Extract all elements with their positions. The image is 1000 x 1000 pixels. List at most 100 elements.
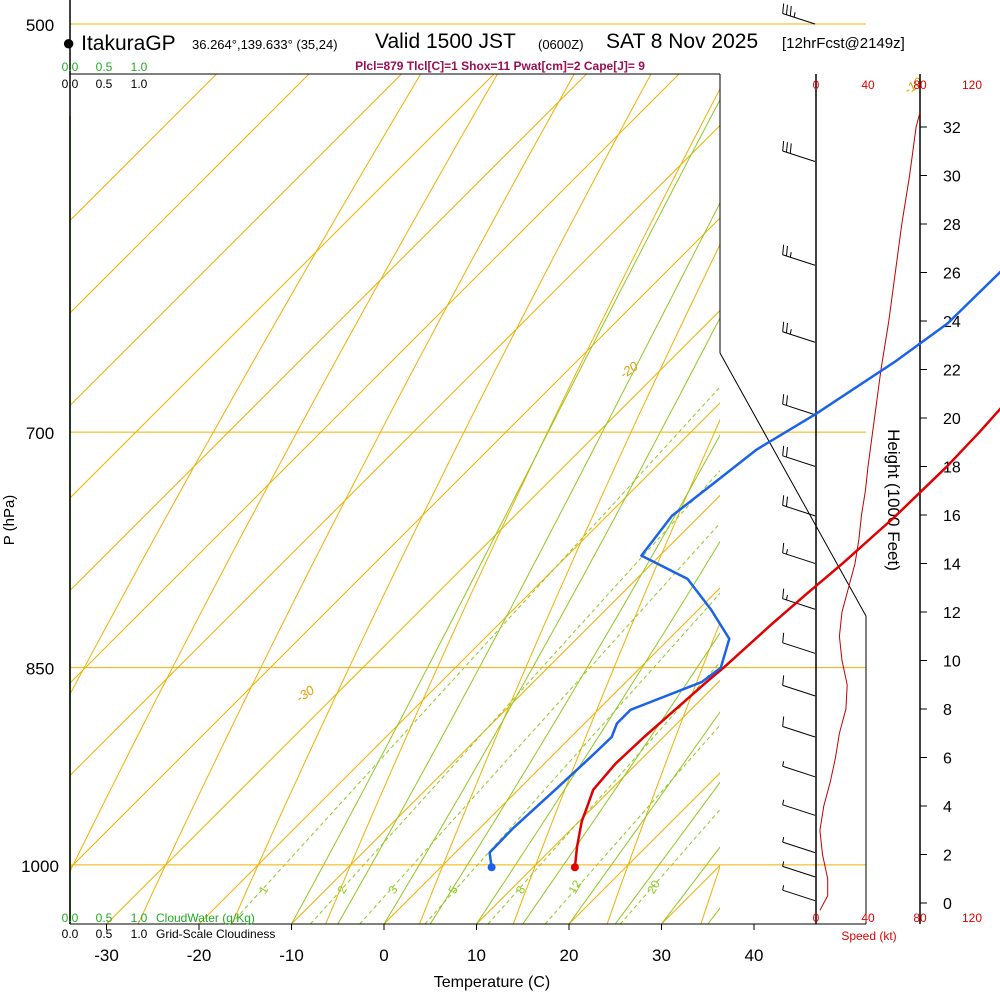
speed-tick-label-bottom: 40 xyxy=(861,911,875,925)
wind-barb-flag xyxy=(782,542,785,553)
wind-barb-shaft xyxy=(782,726,816,738)
isotherm-line xyxy=(70,74,495,499)
height-tick-label: 24 xyxy=(943,314,961,331)
wind-barb-shaft xyxy=(782,598,816,610)
wind-panel-diagonal xyxy=(719,352,867,617)
wind-barb-flag xyxy=(782,588,785,599)
moist-adiabat-line xyxy=(383,316,720,924)
wind-barb xyxy=(782,588,816,610)
isotherm-line xyxy=(383,587,720,924)
sounding-parameters: Plcl=879 Tlcl[C]=1 Shox=11 Pwat[cm]=2 Ca… xyxy=(355,59,645,73)
valid-date: SAT 8 Nov 2025 xyxy=(606,30,759,53)
height-tick-label: 0 xyxy=(943,896,952,913)
wind-barb-shaft xyxy=(782,841,816,854)
wind-barb-flag xyxy=(782,445,785,456)
moist-adiabat-line xyxy=(291,98,720,924)
height-tick-label: 22 xyxy=(943,363,961,380)
height-tick-label: 28 xyxy=(943,217,961,234)
cloudwater-tick-label-bottom: 0.5 xyxy=(96,911,113,925)
dry-adiabat-line xyxy=(70,74,422,696)
surface-dewpoint-marker xyxy=(487,863,496,872)
mixing-ratio-line xyxy=(310,469,720,924)
cloudiness-tick-label-top: 0.5 xyxy=(96,77,113,91)
cloudiness-tick-label-bottom: 0.0 xyxy=(62,927,79,941)
speed-tick-label-top: 80 xyxy=(913,78,927,92)
wind-barb xyxy=(782,140,816,162)
wind-barb-flag xyxy=(782,3,785,14)
forecast-info: [12hrFcst@2149z] xyxy=(782,35,905,52)
temperature-tick-label: 20 xyxy=(560,946,579,965)
wind-barb-half-flag xyxy=(789,329,792,335)
isotherm-line xyxy=(70,74,588,592)
speed-tick-label-top: 40 xyxy=(861,78,875,92)
cloudiness-tick-label-bottom: 1.0 xyxy=(131,927,148,941)
wind-barb xyxy=(782,244,816,266)
temperature-axis-label: Temperature (C) xyxy=(434,974,550,991)
wind-barb-half-flag xyxy=(782,885,785,891)
temperature-tick-label: 10 xyxy=(467,946,486,965)
wind-barb xyxy=(782,394,816,416)
wind-barb xyxy=(782,675,816,697)
wind-barb-shaft xyxy=(782,13,816,25)
isotherm-line xyxy=(847,0,1000,924)
height-tick-label: 12 xyxy=(943,605,961,622)
wind-barb xyxy=(782,761,816,778)
height-tick-label: 32 xyxy=(943,120,961,137)
wind-barb-shaft xyxy=(782,552,816,564)
wind-barb-shaft xyxy=(782,684,816,697)
background-lines xyxy=(70,0,1000,924)
cloudwater-tick-label-top: 0.0 xyxy=(62,60,79,74)
wind-barb xyxy=(782,495,816,517)
temperature-tick-label: 0 xyxy=(379,946,388,965)
wind-barb xyxy=(782,632,816,654)
wind-barb-shaft xyxy=(782,331,816,343)
valid-time: Valid 1500 JST xyxy=(375,30,516,53)
temperature-tick-label: -10 xyxy=(279,946,304,965)
height-tick-label: 4 xyxy=(943,799,952,816)
wind-barb-half-flag xyxy=(782,799,785,805)
temperature-tick-label: -20 xyxy=(187,946,212,965)
dry-adiabat-line xyxy=(325,87,720,924)
height-tick-label: 10 xyxy=(943,654,961,671)
wind-barb-shaft xyxy=(782,804,816,816)
height-tick-label: 2 xyxy=(943,848,952,865)
isotherm-line xyxy=(476,679,720,924)
wind-barb-half-flag xyxy=(789,252,792,258)
wind-barb-flag xyxy=(785,4,788,15)
wind-barb xyxy=(782,3,816,25)
temperature-curve xyxy=(573,407,1000,868)
wind-barb xyxy=(782,716,816,738)
height-tick-label: 18 xyxy=(943,460,961,477)
moist-adiabat-line xyxy=(337,202,720,924)
mixing-ratio-line xyxy=(359,522,720,924)
isotherm-line xyxy=(198,402,720,924)
wind-barb-flag xyxy=(782,394,785,405)
wind-barb-half-flag xyxy=(782,761,785,767)
wind-barb xyxy=(782,321,816,343)
isotherm-line xyxy=(70,217,720,869)
height-tick-label: 6 xyxy=(943,751,952,768)
station-title: ● ItakuraGP xyxy=(62,30,176,56)
wind-barb-flag xyxy=(785,142,788,153)
speed-tick-label-bottom: 80 xyxy=(913,911,927,925)
wind-barb xyxy=(782,445,816,467)
station-name: ItakuraGP xyxy=(81,32,176,55)
wind-barb-flag xyxy=(782,675,785,686)
wind-barb-flag xyxy=(785,245,788,257)
wind-barb xyxy=(782,542,816,564)
cloudiness-profile xyxy=(69,0,71,924)
dewpoint-curve xyxy=(488,270,1000,868)
wind-barb-shaft xyxy=(782,254,816,266)
speed-tick-label-top: 0 xyxy=(813,78,820,92)
wind-barb-flag xyxy=(785,447,788,458)
cloudiness-axis-label: Grid-Scale Cloudiness xyxy=(156,927,275,941)
wind-barb-shaft xyxy=(782,403,816,416)
wind-speed-profile xyxy=(819,112,921,911)
surface-temperature-marker xyxy=(570,863,579,872)
mixing-ratio-label: 1 xyxy=(256,883,272,896)
wind-barb-flag xyxy=(782,321,785,332)
wind-barb-half-flag xyxy=(785,549,788,555)
dry-adiabat-line xyxy=(606,621,720,924)
pressure-tick-label: 1000 xyxy=(21,857,59,876)
